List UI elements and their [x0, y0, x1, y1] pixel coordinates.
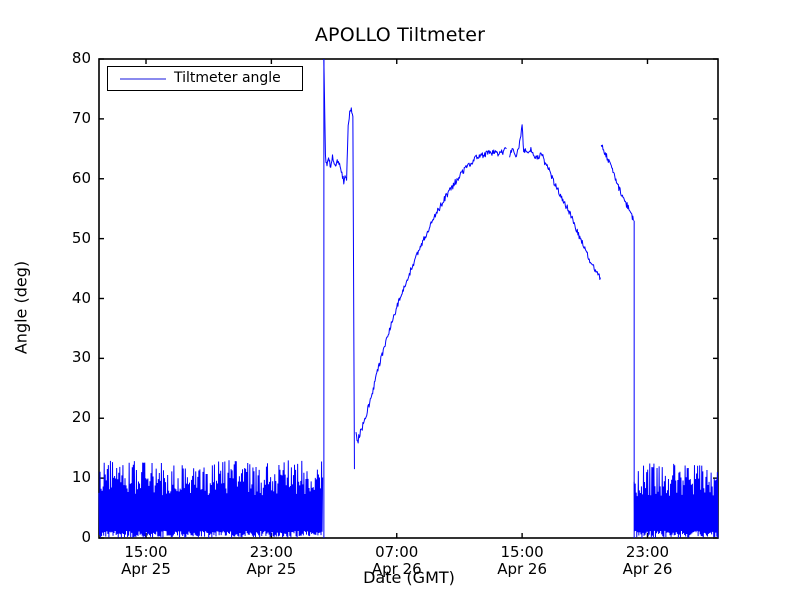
y-tick-label: 0 — [81, 528, 91, 546]
y-tick-label: 40 — [71, 288, 91, 307]
y-tick-label: 50 — [71, 228, 91, 247]
y-axis-label: Angle (deg) — [11, 260, 31, 355]
x-tick-label: 15:00 Apr 26 — [497, 543, 548, 578]
axes-frame — [98, 58, 719, 539]
legend-entry-label: Tiltmeter angle — [174, 70, 281, 86]
x-axis-label: Date (GMT) — [363, 568, 455, 587]
y-tick-label: 60 — [71, 168, 91, 187]
y-tick-label: 70 — [71, 108, 91, 127]
data-series-line — [98, 59, 719, 538]
y-tick-label: 10 — [71, 468, 91, 487]
x-tick-label: 23:00 Apr 26 — [622, 543, 673, 578]
legend-line-swatch — [120, 78, 166, 80]
y-tick-label: 20 — [71, 408, 91, 427]
y-tick-label: 30 — [71, 348, 91, 367]
x-tick-label: 07:00 Apr 26 — [371, 543, 422, 578]
y-tick-label: 80 — [71, 49, 91, 67]
x-tick-label: 23:00 Apr 25 — [246, 543, 297, 578]
chart-title: APOLLO Tiltmeter — [314, 24, 486, 46]
x-tick-label: 15:00 Apr 25 — [121, 543, 171, 578]
legend: Tiltmeter angle — [107, 66, 303, 91]
axis-ticks — [99, 58, 718, 539]
